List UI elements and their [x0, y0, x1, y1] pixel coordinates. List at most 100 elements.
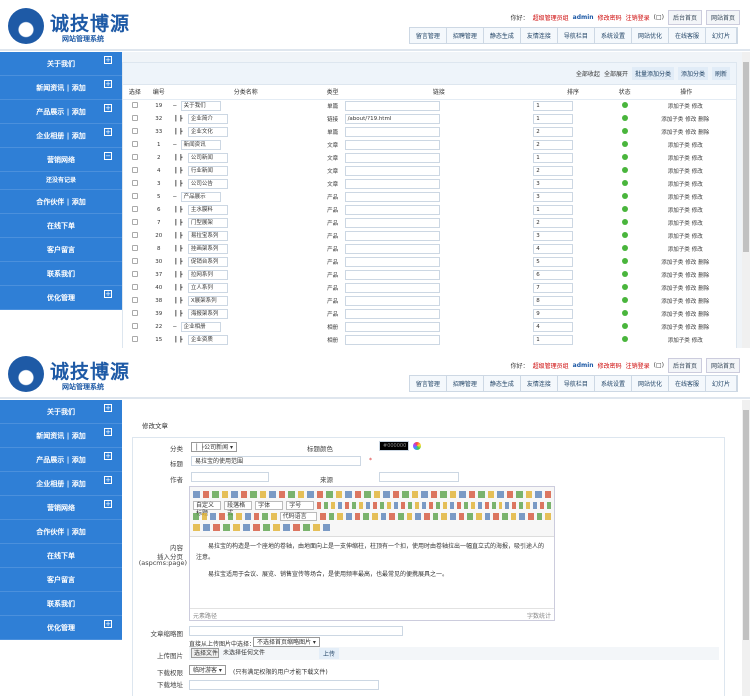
nav-item[interactable]: 导航栏目 [558, 376, 595, 391]
category-name-input[interactable]: 主水膜料 [187, 204, 228, 215]
status-enabled-icon[interactable] [621, 179, 628, 186]
action-link[interactable]: 修改 [691, 103, 703, 110]
toolbar-button-icon[interactable] [293, 524, 300, 531]
action-link[interactable]: 添加子类 [667, 233, 690, 240]
toolbar-button-icon[interactable] [253, 513, 260, 520]
category-name-input[interactable]: 产品展示 [180, 191, 221, 202]
tree-branch-icon[interactable]: ┃ ┣ [170, 336, 188, 343]
action-link[interactable]: 添加子类 [667, 181, 690, 188]
sort-input[interactable]: 2 [533, 139, 574, 150]
change-password-link[interactable]: 修改密码 [597, 363, 622, 370]
logout-link[interactable]: 注销登录 [625, 363, 650, 370]
action-link[interactable]: 添加子类 [667, 337, 690, 344]
title-input[interactable]: 易拉宝的使用范围 [191, 456, 361, 466]
toolbar-button-icon[interactable] [389, 513, 396, 520]
tree-collapse-icon[interactable]: − [170, 141, 181, 148]
category-name-input[interactable]: 促销台系列 [187, 256, 228, 267]
toolbar-button-icon[interactable] [303, 524, 310, 531]
expand-icon[interactable]: + [104, 452, 112, 460]
row-checkbox[interactable] [131, 231, 138, 238]
editor-select[interactable]: 自定义标题 [193, 501, 222, 517]
category-name-input[interactable]: 拉网系列 [187, 269, 228, 280]
toolbar-button-icon[interactable] [449, 513, 456, 520]
expand-icon[interactable]: + [104, 56, 112, 64]
sidebar-item[interactable]: 企业相册 | 添加 + [0, 124, 122, 148]
row-checkbox[interactable] [131, 127, 138, 134]
admin-home-button[interactable]: 后台首页 [667, 10, 702, 25]
category-name-input[interactable]: 企业资质 [187, 334, 228, 345]
toolbar-button-icon[interactable] [193, 513, 199, 520]
action-link[interactable]: 添加子类 [667, 246, 690, 253]
uploaded-image-select[interactable]: 不选择首页缩略图片 ▾ [253, 637, 320, 647]
action-link[interactable]: 修改 [685, 259, 697, 266]
status-enabled-icon[interactable] [621, 296, 628, 303]
toolbar-button-icon[interactable] [414, 502, 419, 509]
link-input[interactable] [344, 308, 440, 319]
status-enabled-icon[interactable] [621, 231, 628, 238]
toolbar-button-icon[interactable] [212, 491, 219, 498]
toolbar-button-icon[interactable] [316, 491, 323, 498]
sidebar-item[interactable]: 产品展示 | 添加 + [0, 448, 122, 472]
action-link[interactable]: 修改 [691, 142, 703, 149]
expand-all-link[interactable]: 全部展开 [603, 71, 628, 78]
action-link[interactable]: 删除 [698, 129, 710, 136]
toolbar-button-icon[interactable] [337, 513, 344, 520]
toolbar-button-icon[interactable] [373, 491, 380, 498]
action-link[interactable]: 修改 [685, 129, 697, 136]
nav-item[interactable]: 招聘管理 [447, 28, 484, 43]
toolbar-button-icon[interactable] [519, 513, 525, 520]
link-input[interactable] [344, 269, 440, 280]
action-link[interactable]: 修改 [685, 272, 697, 279]
toolbar-button-icon[interactable] [526, 502, 531, 509]
sidebar-item[interactable]: 在线下单 [0, 544, 122, 568]
toolbar-button-icon[interactable] [459, 491, 466, 498]
site-home-button[interactable]: 网站首页 [705, 358, 740, 373]
collapse-all-link[interactable]: 全部收起 [575, 71, 600, 78]
row-checkbox[interactable] [131, 296, 138, 303]
toolbar-button-icon[interactable] [307, 491, 314, 498]
toolbar-button-icon[interactable] [477, 502, 482, 509]
toolbar-button-icon[interactable] [193, 524, 200, 531]
toolbar-button-icon[interactable] [440, 491, 447, 498]
tree-branch-icon[interactable]: ┃ ┣ [170, 310, 188, 317]
row-checkbox[interactable] [131, 205, 138, 212]
toolbar-button-icon[interactable] [516, 491, 523, 498]
action-link[interactable]: 修改 [685, 298, 697, 305]
link-input[interactable] [344, 165, 440, 176]
toolbar-button-icon[interactable] [236, 513, 242, 520]
row-checkbox[interactable] [131, 179, 138, 186]
toolbar-button-icon[interactable] [288, 491, 295, 498]
expand-icon[interactable]: + [104, 80, 112, 88]
toolbar-button-icon[interactable] [324, 502, 329, 509]
toolbar-button-icon[interactable] [221, 491, 228, 498]
toolbar-button-icon[interactable] [458, 513, 465, 520]
sidebar-item[interactable]: 优化管理 + [0, 286, 122, 310]
action-link[interactable]: 删除 [698, 324, 710, 331]
toolbar-button-icon[interactable] [231, 491, 238, 498]
status-enabled-icon[interactable] [621, 270, 628, 277]
action-link[interactable]: 修改 [691, 337, 703, 344]
sidebar-subitem[interactable]: 还没有记录 [0, 172, 122, 190]
toolbar-button-icon[interactable] [352, 502, 357, 509]
link-input[interactable] [344, 178, 440, 189]
toolbar-button-icon[interactable] [259, 491, 266, 498]
admin-home-button[interactable]: 后台首页 [667, 358, 702, 373]
toolbar-button-icon[interactable] [253, 524, 260, 531]
toolbar-button-icon[interactable] [400, 502, 405, 509]
link-input[interactable] [344, 321, 440, 332]
collapse-icon[interactable]: − [104, 152, 112, 160]
action-link[interactable]: 添加子类 [667, 220, 690, 227]
sidebar-item[interactable]: 联系我们 [0, 592, 122, 616]
link-input[interactable] [344, 230, 440, 241]
toolbar-button-icon[interactable] [393, 502, 398, 509]
status-enabled-icon[interactable] [621, 192, 628, 199]
toolbar-button-icon[interactable] [223, 524, 230, 531]
color-picker-icon[interactable] [413, 442, 421, 450]
category-name-input[interactable]: 新闻资讯 [180, 139, 221, 150]
sidebar-item[interactable]: 营销网络 − [0, 148, 122, 172]
tree-branch-icon[interactable]: ┃ ┣ [170, 284, 188, 291]
toolbar-button-icon[interactable] [501, 513, 508, 520]
toolbar-button-icon[interactable] [547, 502, 552, 509]
toolbar-button-icon[interactable] [210, 513, 216, 520]
expand-icon[interactable]: + [104, 290, 112, 298]
